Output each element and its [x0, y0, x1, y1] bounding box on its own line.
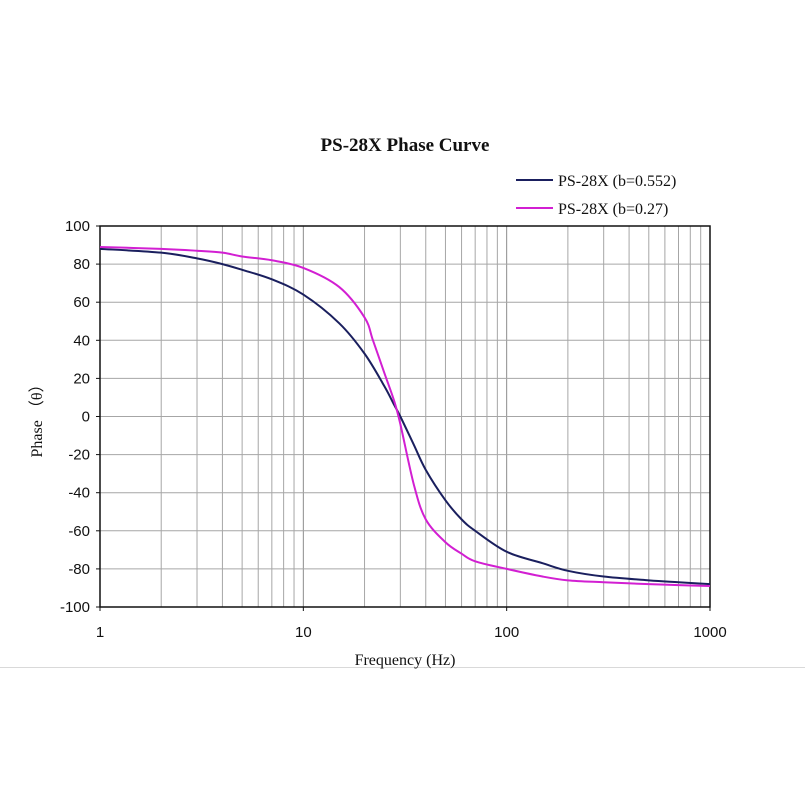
y-axis-label: Phase （θ）: [28, 377, 46, 458]
y-tick-label: -60: [68, 523, 90, 540]
legend-label-series-2: PS-28X (b=0.27): [558, 201, 668, 218]
y-tick-label: 40: [73, 332, 90, 349]
y-tick-label: 80: [73, 256, 90, 273]
x-tick-label: 10: [295, 624, 312, 641]
y-tick-label: -80: [68, 561, 90, 578]
y-tick-label: -100: [60, 599, 90, 616]
y-tick-label: 20: [73, 370, 90, 387]
x-tick-label: 1: [96, 624, 104, 641]
series-line-1: [99, 247, 711, 586]
x-tick-label: 1000: [693, 624, 726, 641]
grid: [100, 226, 710, 607]
divider-line: [0, 667, 805, 668]
x-tick-label: 100: [494, 624, 519, 641]
chart-title: PS-28X Phase Curve: [321, 135, 490, 156]
series-lines: [99, 245, 711, 588]
y-tick-label: 60: [73, 294, 90, 311]
legend: PS-28X (b=0.552) PS-28X (b=0.27): [516, 173, 676, 218]
y-tick-label: -40: [68, 485, 90, 502]
series-line-2: [99, 245, 711, 588]
tick-labels: 100 80 60 40 20 0 -20 -40 -60 -80 -100 1 10 100 1000: [60, 218, 727, 641]
y-tick-label: 0: [82, 409, 90, 426]
y-tick-label: -20: [68, 447, 90, 464]
y-tick-label: 100: [65, 218, 90, 235]
legend-label-series-1: PS-28X (b=0.552): [558, 173, 676, 190]
x-axis-label: Frequency (Hz): [355, 652, 456, 669]
